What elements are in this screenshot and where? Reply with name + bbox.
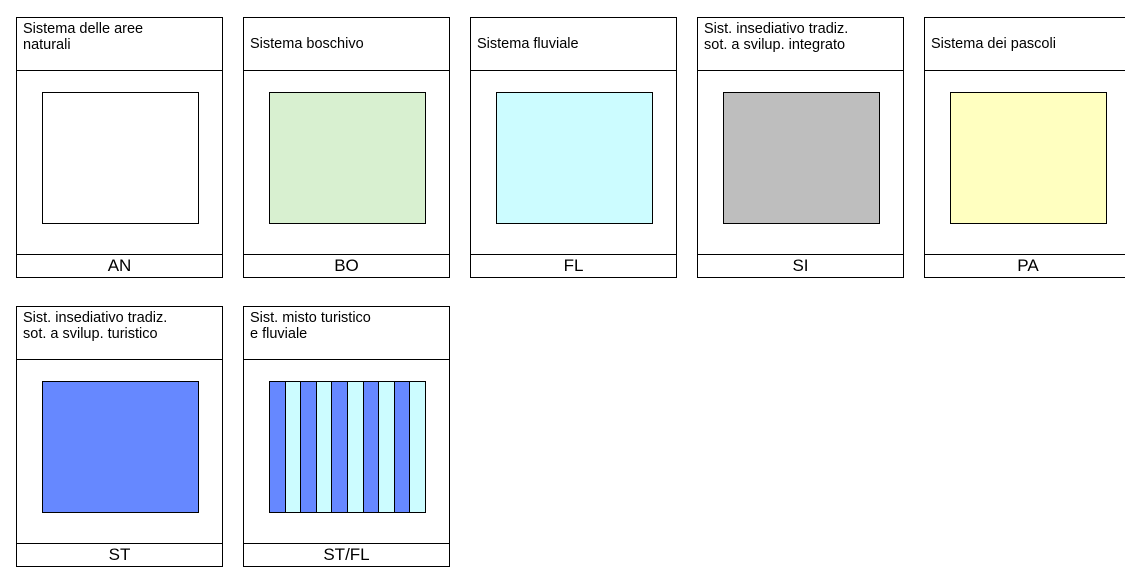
- swatch-stripe: [332, 382, 348, 512]
- swatch-stripe: [347, 382, 364, 512]
- legend-item-swatch: [42, 92, 199, 224]
- legend-item-title: Sist. insediativo tradiz. sot. a svilup.…: [17, 307, 222, 360]
- swatch-stripe: [316, 382, 333, 512]
- legend-item-si: Sist. insediativo tradiz. sot. a svilup.…: [697, 17, 904, 278]
- swatch-stripe: [270, 382, 286, 512]
- legend-item-swatch: [496, 92, 653, 224]
- legend-item-code: SI: [698, 254, 903, 277]
- swatch-stripe: [285, 382, 302, 512]
- swatch-stripe: [410, 382, 425, 512]
- legend-item-fl: Sistema fluviale FL: [470, 17, 677, 278]
- legend-item-code: AN: [17, 254, 222, 277]
- swatch-stripe: [363, 382, 380, 512]
- legend-item-stfl: Sist. misto turistico e fluviale ST/FL: [243, 306, 450, 567]
- legend-item-code: ST/FL: [244, 543, 449, 566]
- legend-item-title: Sistema delle aree naturali: [17, 18, 222, 71]
- legend-item-title: Sist. insediativo tradiz. sot. a svilup.…: [698, 18, 903, 71]
- legend-item-code: FL: [471, 254, 676, 277]
- legend-item-pa: Sistema dei pascoli PA: [924, 17, 1125, 278]
- legend-item-bo: Sistema boschivo BO: [243, 17, 450, 278]
- legend-item-swatch: [42, 381, 199, 513]
- legend-item-swatch: [950, 92, 1107, 224]
- legend-item-title: Sistema dei pascoli: [925, 18, 1125, 71]
- swatch-stripe: [301, 382, 317, 512]
- legend-item-code: PA: [925, 254, 1125, 277]
- swatch-stripe: [379, 382, 395, 512]
- legend-item-code: ST: [17, 543, 222, 566]
- legend-item-swatch: [269, 92, 426, 224]
- legend-item-swatch: [269, 381, 426, 513]
- legend-item-st: Sist. insediativo tradiz. sot. a svilup.…: [16, 306, 223, 567]
- legend-item-an: Sistema delle aree naturali AN: [16, 17, 223, 278]
- legend-item-title: Sist. misto turistico e fluviale: [244, 307, 449, 360]
- legend-item-title: Sistema boschivo: [244, 18, 449, 71]
- swatch-stripe: [394, 382, 411, 512]
- legend-item-swatch: [723, 92, 880, 224]
- legend-item-title: Sistema fluviale: [471, 18, 676, 71]
- legend-item-code: BO: [244, 254, 449, 277]
